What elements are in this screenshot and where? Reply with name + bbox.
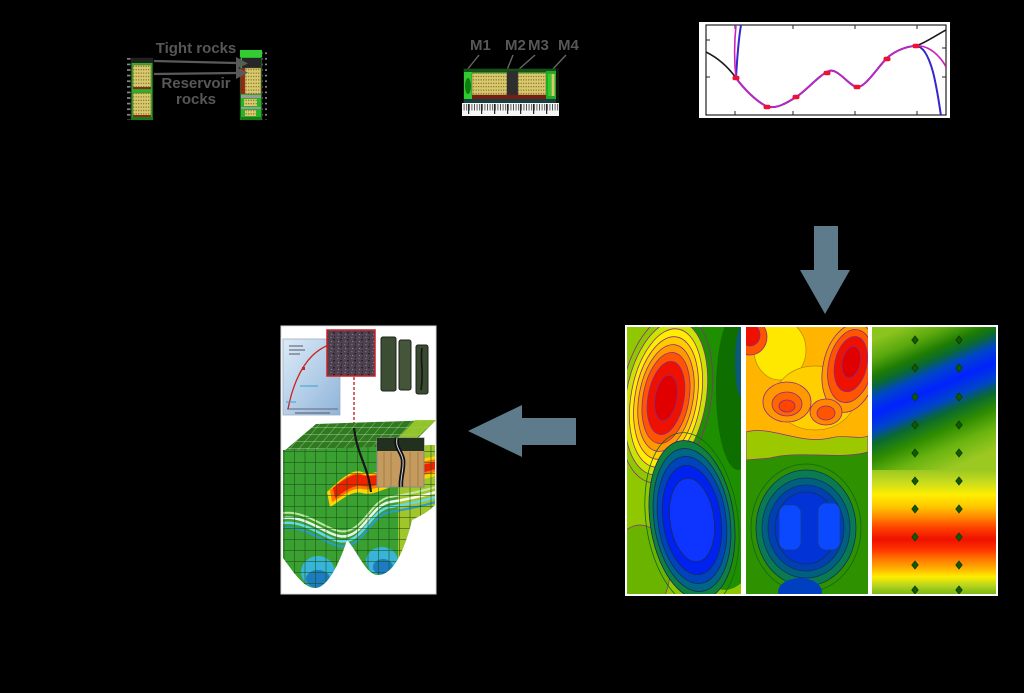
core-photo <box>463 68 559 104</box>
sample-point-marker <box>823 70 831 76</box>
contour-maps-panel <box>625 325 998 596</box>
well-marker-diamond <box>955 476 963 486</box>
magenta-curve <box>733 25 946 108</box>
sample-point-marker <box>763 104 771 110</box>
sample-point-marker <box>912 43 920 49</box>
core-sample-panel <box>462 54 567 116</box>
well-marker-diamond <box>955 585 963 594</box>
well-marker-diamond <box>911 585 919 594</box>
plot-frame <box>705 24 947 116</box>
well-marker-diamond <box>911 335 919 345</box>
well-log-before <box>126 57 154 121</box>
well-log-panel <box>126 49 267 121</box>
core-photos <box>380 336 429 395</box>
wellbore-closeup-inset <box>376 437 425 488</box>
well-marker-diamond <box>955 532 963 542</box>
micrograph-inset <box>326 329 376 377</box>
sample-point-marker <box>792 94 800 100</box>
well-log-after <box>239 49 267 121</box>
well-marker-diamond <box>911 448 919 458</box>
wellbore-path <box>352 427 373 493</box>
tight-rocks-arrow <box>153 57 248 69</box>
well-marker-diamond <box>955 504 963 514</box>
core-label-leader-lines <box>466 54 567 71</box>
plot-sample-points <box>732 43 920 110</box>
plot-axis-ticks <box>706 25 946 115</box>
well-marker-diamond <box>911 504 919 514</box>
well-marker-diamond <box>911 532 919 542</box>
well-marker-diamond <box>911 392 919 402</box>
core-label-m2: M2 <box>505 37 526 54</box>
well-marker-diamond <box>955 560 963 570</box>
well-marker-diamond <box>955 335 963 345</box>
contour-map-1 <box>627 327 741 594</box>
geomodel-panel <box>280 325 437 595</box>
sample-point-marker <box>853 84 861 90</box>
down-arrow-icon <box>800 226 850 314</box>
core-label-m4: M4 <box>558 37 579 54</box>
core-label-m1: M1 <box>470 37 491 54</box>
reservoir-rocks-label: Reservoir rocks <box>161 75 231 108</box>
well-marker-diamond <box>955 448 963 458</box>
smooth-map-3 <box>872 327 996 594</box>
sample-point-marker <box>883 56 891 62</box>
well-marker-diamond <box>955 363 963 373</box>
tight-rocks-label: Tight rocks <box>155 40 237 57</box>
well-marker-diamond <box>911 420 919 430</box>
well-marker-diamond <box>911 560 919 570</box>
well-marker-diamond <box>955 392 963 402</box>
contour-map-2 <box>746 327 868 594</box>
well-marker-diamond <box>955 420 963 430</box>
well-marker-diamond <box>911 476 919 486</box>
left-arrow-icon <box>468 405 576 457</box>
map-well-markers <box>911 335 963 594</box>
core-ruler <box>462 103 559 116</box>
interpolation-plot <box>699 22 950 118</box>
core-label-m3: M3 <box>528 37 549 54</box>
sample-point-marker <box>732 75 740 81</box>
reservoir-rocks-arrow <box>153 67 248 79</box>
well-marker-diamond <box>911 363 919 373</box>
plot-curves <box>706 25 946 115</box>
